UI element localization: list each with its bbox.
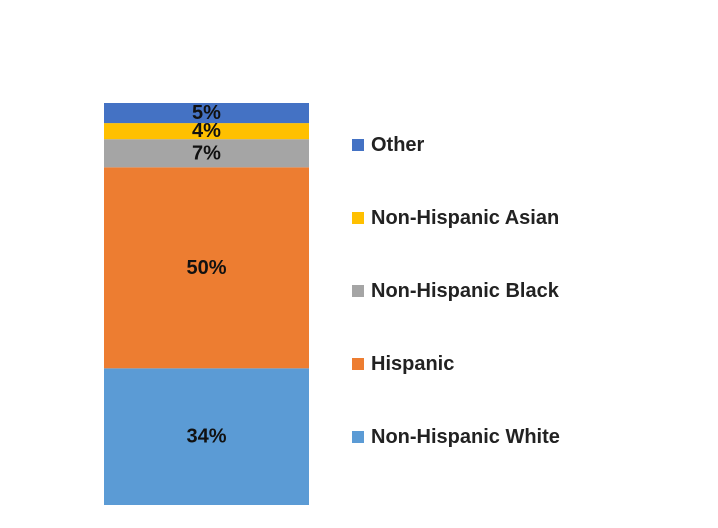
legend-item-other: Other — [352, 134, 425, 156]
data-label-non-hispanic-asian: 4% — [192, 120, 221, 142]
bar-segment-hispanic — [104, 167, 309, 369]
bar-segment-non-hispanic-black — [104, 139, 309, 168]
data-labels: 34% 50% 7%4%5% — [186, 102, 226, 448]
legend-label-non-hispanic-black: Non-Hispanic Black — [371, 280, 560, 302]
data-label-non-hispanic-white: 34% — [186, 426, 226, 448]
legend-item-non-hispanic-asian: Non-Hispanic Asian — [352, 207, 559, 229]
legend-swatch-other — [352, 139, 364, 151]
legend-label-other: Other — [371, 134, 425, 156]
data-label-non-hispanic-black: 7% — [192, 142, 221, 164]
legend-item-non-hispanic-black: Non-Hispanic Black — [352, 280, 560, 302]
bar-segment-non-hispanic-asian — [104, 123, 309, 140]
legend-item-hispanic: Hispanic — [352, 353, 454, 375]
data-label-other: 5% — [192, 102, 221, 124]
bar-segment-non-hispanic-white — [104, 368, 309, 505]
bar-segment-other — [104, 103, 309, 124]
legend-item-non-hispanic-white: Non-Hispanic White — [352, 426, 560, 448]
legend-swatch-non-hispanic-asian — [352, 212, 364, 224]
legend-label-non-hispanic-asian: Non-Hispanic Asian — [371, 207, 559, 229]
legend: Other Non-Hispanic Asian Non-Hispanic Blac… — [352, 134, 560, 448]
legend-label-hispanic: Hispanic — [371, 353, 454, 375]
legend-swatch-hispanic — [352, 358, 364, 370]
data-label-hispanic: 50% — [186, 257, 226, 279]
legend-swatch-non-hispanic-white — [352, 431, 364, 443]
bar-segments — [104, 103, 309, 505]
legend-swatch-non-hispanic-black — [352, 285, 364, 297]
legend-label-non-hispanic-white: Non-Hispanic White — [371, 426, 560, 448]
